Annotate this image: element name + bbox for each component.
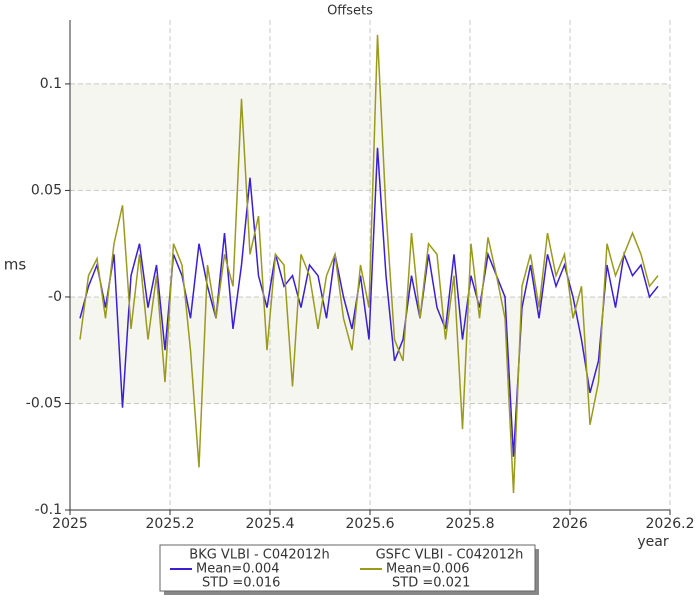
series-line [79, 34, 659, 493]
legend-stat: STD =0.021 [392, 576, 470, 591]
legend-stat: STD =0.016 [202, 576, 280, 591]
x-tick-label: 2025.8 [446, 516, 495, 532]
chart-title: Offsets [327, 4, 373, 19]
legend-label: BKG VLBI - C042012h [189, 548, 329, 563]
legend [159, 544, 536, 592]
x-tick-label: 2025.6 [346, 516, 395, 532]
y-tick-label: -0.05 [26, 395, 62, 411]
y-tick-label: 0.1 [40, 76, 62, 92]
x-tick-label: 2026 [552, 516, 588, 532]
legend-label: GSFC VLBI - C042012h [376, 548, 524, 563]
y-tick-label: 0.05 [31, 182, 62, 198]
x-tick-label: 2025.4 [246, 516, 295, 532]
series-line [79, 147, 659, 457]
legend-stat: Mean=0.004 [196, 562, 280, 577]
x-tick-label: 2025 [52, 516, 88, 532]
y-tick-label: -0 [48, 289, 62, 305]
x-tick-label: 2026.2 [646, 516, 695, 532]
y-axis-label: ms [4, 256, 27, 274]
y-tick-label: -0.1 [35, 502, 62, 518]
x-tick-label: 2025.2 [146, 516, 195, 532]
legend-stat: Mean=0.006 [386, 562, 470, 577]
x-axis-label: year [637, 534, 668, 550]
